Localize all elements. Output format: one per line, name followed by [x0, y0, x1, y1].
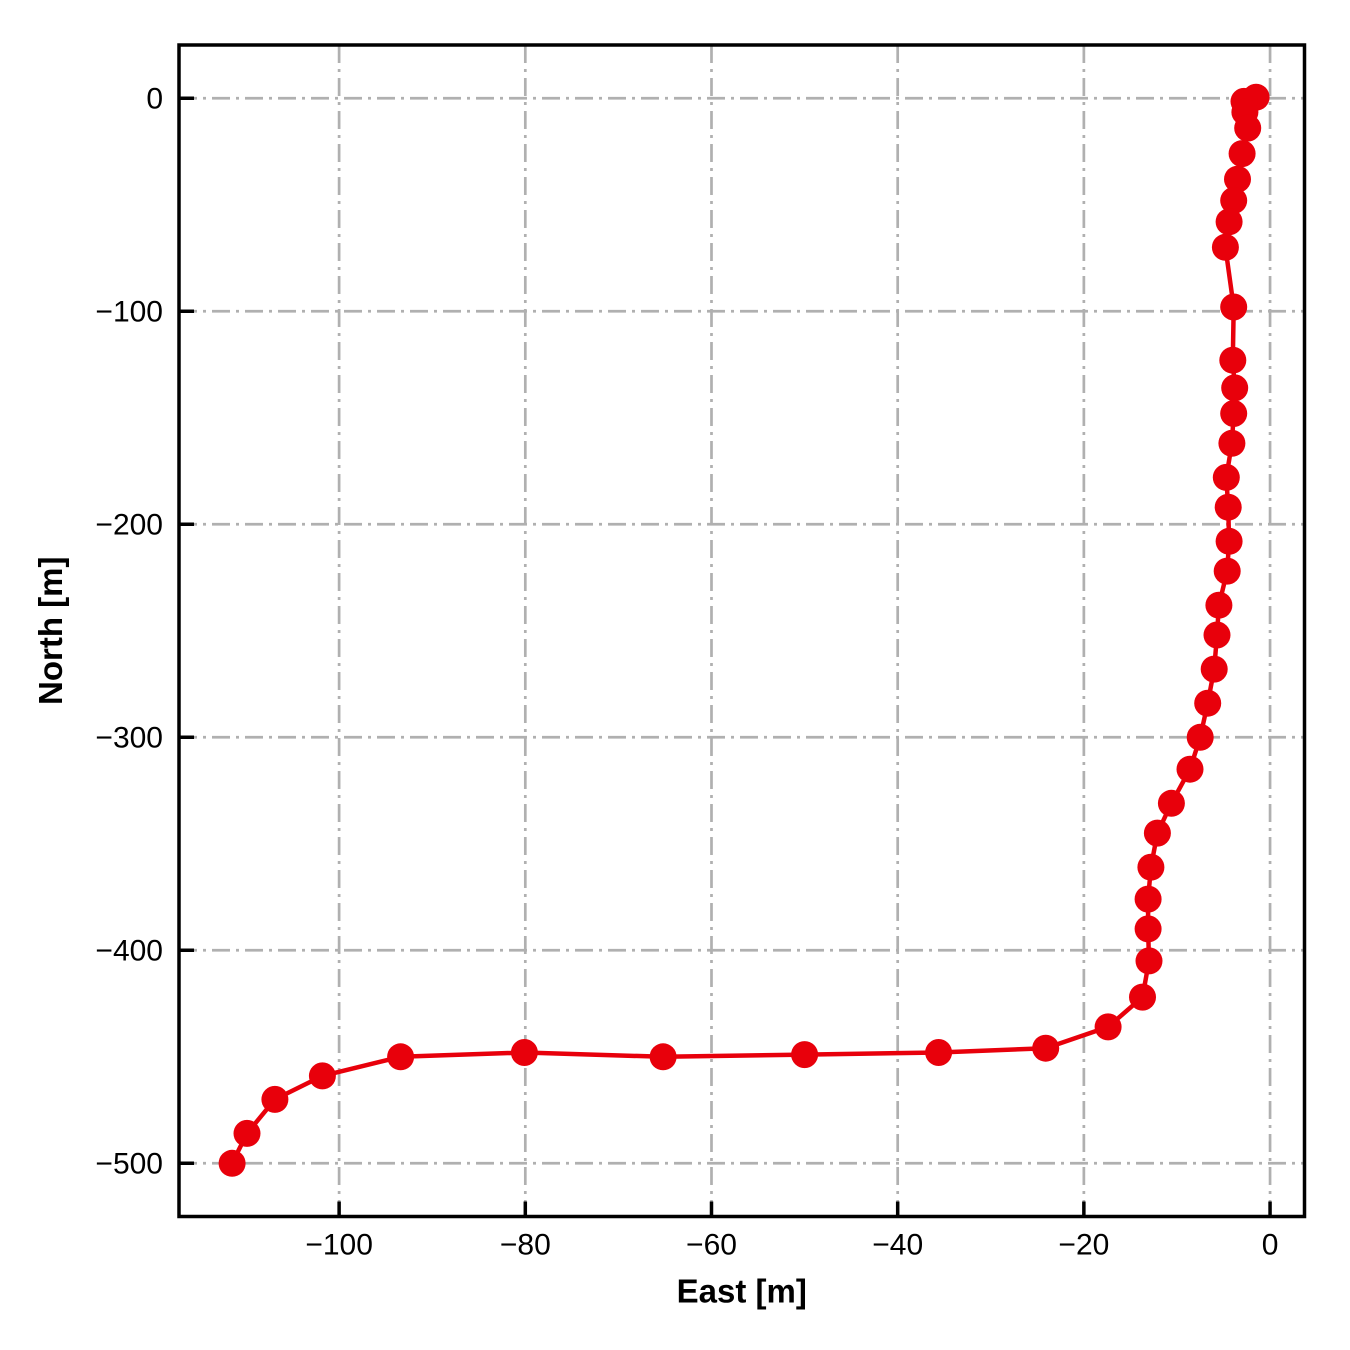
trajectory-marker [925, 1039, 953, 1066]
x-tick-label: −80 [500, 1229, 551, 1262]
trajectory-line [229, 94, 1259, 1166]
trajectory-marker [1234, 114, 1262, 142]
trajectory-marker [791, 1041, 819, 1069]
trajectory-marker [1220, 400, 1248, 427]
trajectory-marker [233, 1119, 261, 1147]
series-layer [218, 83, 1270, 1177]
trajectory-marker [1220, 293, 1248, 321]
trajectory-marker [1032, 1034, 1060, 1062]
trajectory-marker [1135, 947, 1163, 975]
y-axis-label: North [m] [32, 557, 69, 705]
trajectory-marker [1137, 853, 1165, 881]
trajectory-marker [308, 1062, 336, 1090]
x-tick-label: 0 [1262, 1229, 1279, 1262]
trajectory-marker [1186, 723, 1214, 751]
y-tick-label: −200 [95, 508, 163, 541]
y-tick-label: −300 [95, 721, 163, 754]
trajectory-marker [1228, 140, 1256, 168]
trajectory-marker [1176, 755, 1204, 783]
trajectory-marker [1134, 915, 1162, 943]
trajectory-marker [1220, 187, 1248, 214]
trajectory-marker [218, 1149, 246, 1177]
x-tick-label: −60 [686, 1229, 737, 1262]
trajectory-marker [1200, 655, 1228, 683]
trajectory-marker [1215, 208, 1243, 236]
y-tick-label: −400 [95, 934, 163, 967]
trajectory-marker [1221, 374, 1249, 402]
trajectory-marker [1203, 621, 1231, 649]
trajectory-marker [261, 1085, 289, 1113]
y-tick-label: −500 [95, 1147, 163, 1180]
trajectory-marker [387, 1043, 415, 1071]
trajectory-marker [1214, 493, 1242, 521]
trajectory-marker [1212, 463, 1240, 491]
trajectory-marker [1157, 789, 1185, 817]
y-tick-label: 0 [146, 82, 163, 115]
y-tick-label: −100 [95, 295, 163, 328]
x-tick-label: −20 [1058, 1229, 1109, 1262]
trajectory-marker [649, 1043, 677, 1071]
trajectory-marker [1215, 527, 1243, 555]
grid-layer [179, 45, 1305, 1217]
axes-layer: −100 −80 −60 −40 −20 00−100−200−300−400−500 [95, 43, 1307, 1262]
trajectory-marker [1205, 591, 1233, 619]
trajectory-marker [1094, 1013, 1122, 1041]
trajectory-marker [1194, 689, 1222, 717]
x-axis-label: East [m] [677, 1273, 807, 1310]
trajectory-marker [1211, 233, 1239, 261]
trajectory-marker [1129, 983, 1156, 1011]
trajectory-marker [510, 1039, 538, 1066]
trajectory-marker [1213, 557, 1241, 585]
trajectory-marker [1218, 429, 1246, 457]
plot-border [177, 43, 1307, 1219]
trajectory-marker [1143, 819, 1171, 847]
x-tick-label: −40 [872, 1229, 923, 1262]
trajectory-marker [1134, 885, 1162, 913]
trajectory-marker [1219, 346, 1247, 374]
trajectory-marker [1224, 165, 1251, 193]
x-tick-label: −100 [305, 1229, 373, 1262]
